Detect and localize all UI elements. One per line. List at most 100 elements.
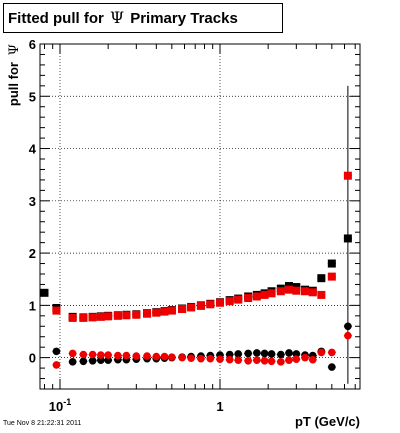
y-tick-label: 1 <box>29 298 36 313</box>
timestamp: Tue Nov 8 21:22:31 2011 <box>3 420 82 427</box>
data-point-circle <box>68 358 77 366</box>
data-point-square <box>160 307 169 316</box>
data-point-circle <box>206 354 215 363</box>
data-point-circle <box>160 352 169 361</box>
data-point-circle <box>88 350 97 359</box>
data-point-circle <box>244 356 252 365</box>
data-point-square <box>252 292 261 301</box>
data-point-circle <box>225 350 234 359</box>
data-point-circle <box>344 322 352 331</box>
data-point-circle <box>285 356 293 365</box>
data-point-square <box>143 309 152 318</box>
data-point-square <box>301 287 310 296</box>
data-point-circle <box>260 349 269 358</box>
data-point-square <box>215 298 224 307</box>
data-point-square <box>187 303 196 312</box>
data-point-circle <box>253 356 261 365</box>
x-tick-base: 10 <box>49 399 63 414</box>
data-point-circle <box>68 349 77 358</box>
y-tick-label: 0 <box>29 351 36 366</box>
data-point-square <box>308 288 317 297</box>
data-point-circle <box>277 350 285 359</box>
data-point-circle <box>253 349 261 357</box>
data-point-square <box>225 297 234 306</box>
axis-ticks <box>40 43 360 390</box>
data-point-square <box>122 311 131 320</box>
x-axis-label: pT (GeV/c) <box>295 414 360 429</box>
data-point-square <box>327 272 336 281</box>
data-point-square <box>52 306 61 315</box>
data-point-circle <box>344 331 352 340</box>
data-point-square <box>234 295 243 304</box>
data-point-circle <box>143 352 151 360</box>
data-point-square <box>327 259 336 268</box>
data-point-circle <box>308 355 317 364</box>
title-psi-symbol: Ψ <box>110 8 125 27</box>
tick-labels: 0 1 2 3 4 5 6 10-1 1 <box>29 37 224 414</box>
y-axis-label: pull for Ψ <box>6 44 22 106</box>
data-point-square <box>40 288 49 297</box>
data-point-circle <box>292 350 301 358</box>
data-point-circle <box>328 363 336 371</box>
data-point-square <box>104 312 113 321</box>
title-text-post: Primary Tracks <box>130 10 238 27</box>
data-point-square <box>96 312 105 321</box>
data-point-circle <box>317 348 326 357</box>
data-point-circle <box>152 352 161 361</box>
data-point-square <box>79 313 88 322</box>
error-bars <box>40 85 352 384</box>
data-point-circle <box>260 356 269 365</box>
data-point-circle <box>114 351 122 360</box>
data-point-circle <box>79 350 88 359</box>
data-point-square <box>292 286 301 295</box>
y-axis-label-text: pull for <box>6 62 21 106</box>
data-point-circle <box>178 353 186 362</box>
y-tick-label: 4 <box>29 142 37 157</box>
data-point-square <box>317 290 326 299</box>
data-point-square <box>152 308 161 317</box>
data-point-circle <box>301 353 309 362</box>
data-point-circle <box>244 349 252 358</box>
data-point-square <box>132 310 141 319</box>
data-point-circle <box>168 353 176 361</box>
data-point-square <box>68 313 77 322</box>
data-point-circle <box>52 361 61 369</box>
grid-lines <box>40 43 360 389</box>
data-point-circle <box>277 358 285 366</box>
data-point-square <box>196 301 205 310</box>
data-point-circle <box>132 352 141 360</box>
y-tick-label: 6 <box>29 37 36 52</box>
data-point-circle <box>88 356 97 365</box>
data-point-circle <box>122 351 131 360</box>
data-point-circle <box>104 356 112 365</box>
plot-frame <box>39 43 361 390</box>
y-tick-label: 5 <box>29 89 36 104</box>
x-tick-base: 1 <box>216 399 223 414</box>
data-point-circle <box>79 357 88 366</box>
chart-title: Fitted pull for Ψ Primary Tracks <box>3 3 283 33</box>
data-point-square <box>317 274 326 283</box>
data-point-circle <box>104 351 112 359</box>
data-point-square <box>113 311 122 320</box>
data-point-circle <box>97 356 105 365</box>
data-points <box>40 171 352 371</box>
data-point-circle <box>187 354 195 362</box>
data-point-square <box>260 290 269 299</box>
data-point-square <box>343 234 352 243</box>
data-point-circle <box>234 356 243 365</box>
data-point-square <box>276 287 285 296</box>
x-tick-exponent: -1 <box>63 397 71 407</box>
data-point-circle <box>234 350 243 358</box>
data-point-square <box>178 305 187 314</box>
data-point-circle <box>285 349 293 357</box>
data-point-square <box>206 300 215 309</box>
data-point-square <box>167 306 176 315</box>
y-tick-label: 3 <box>29 194 36 209</box>
x-tick-label: 1 <box>216 399 223 414</box>
data-point-square <box>267 289 276 298</box>
data-point-circle <box>97 351 105 359</box>
data-point-circle <box>225 355 234 364</box>
data-point-circle <box>197 354 205 363</box>
data-point-circle <box>267 350 276 358</box>
